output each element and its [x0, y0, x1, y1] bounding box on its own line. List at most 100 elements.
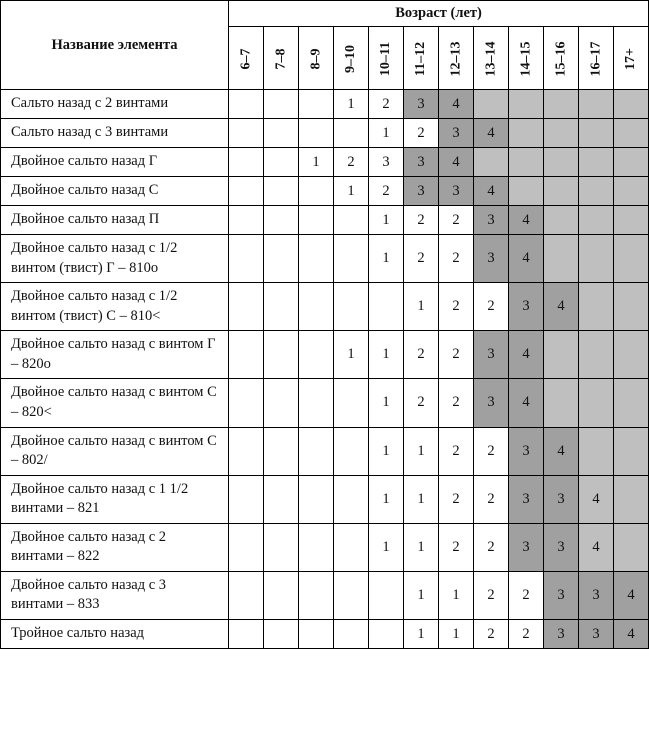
value-cell [544, 119, 579, 148]
value-cell [264, 177, 299, 206]
value-cell: 4 [474, 177, 509, 206]
value-cell: 1 [369, 427, 404, 475]
value-cell: 3 [474, 331, 509, 379]
element-name: Сальто назад с 3 винтами [1, 119, 229, 148]
value-cell: 4 [439, 90, 474, 119]
age-col-label: 14–15 [519, 41, 535, 76]
value-cell: 1 [334, 90, 369, 119]
value-cell [229, 379, 264, 427]
value-cell [229, 177, 264, 206]
value-cell [229, 475, 264, 523]
value-cell: 3 [369, 148, 404, 177]
value-cell [229, 331, 264, 379]
value-cell: 3 [544, 571, 579, 619]
table-row: Двойное сальто назад с 1/2 винтом (твист… [1, 235, 649, 283]
age-col-header: 6–7 [229, 27, 264, 90]
value-cell [474, 90, 509, 119]
value-cell [579, 177, 614, 206]
element-name: Двойное сальто назад С [1, 177, 229, 206]
value-cell [264, 427, 299, 475]
element-name: Двойное сальто назад с 3 винтами – 833 [1, 571, 229, 619]
value-cell [614, 235, 649, 283]
value-cell: 3 [579, 620, 614, 649]
element-name: Двойное сальто назад с винтом С – 820< [1, 379, 229, 427]
value-cell [229, 206, 264, 235]
element-name: Двойное сальто назад Г [1, 148, 229, 177]
value-cell: 1 [334, 331, 369, 379]
value-cell [299, 523, 334, 571]
value-cell [509, 90, 544, 119]
value-cell: 3 [509, 427, 544, 475]
value-cell [334, 427, 369, 475]
value-cell: 1 [369, 206, 404, 235]
value-cell [229, 283, 264, 331]
age-col-header: 9–10 [334, 27, 369, 90]
value-cell [369, 571, 404, 619]
value-cell: 1 [404, 283, 439, 331]
value-cell [369, 620, 404, 649]
age-col-label: 7–8 [273, 48, 289, 69]
value-cell [264, 475, 299, 523]
value-cell [544, 331, 579, 379]
value-cell: 2 [439, 475, 474, 523]
value-cell: 2 [404, 379, 439, 427]
value-cell: 1 [334, 177, 369, 206]
table-row: Двойное сальто назад П12234 [1, 206, 649, 235]
value-cell: 2 [334, 148, 369, 177]
age-col-label: 15–16 [554, 41, 570, 76]
table-row: Двойное сальто назад с винтом Г – 820о11… [1, 331, 649, 379]
value-cell [229, 523, 264, 571]
value-cell [579, 119, 614, 148]
value-cell: 1 [299, 148, 334, 177]
value-cell [299, 475, 334, 523]
value-cell: 1 [369, 523, 404, 571]
value-cell [299, 379, 334, 427]
value-cell: 3 [404, 90, 439, 119]
element-name: Двойное сальто назад с 1/2 винтом (твист… [1, 235, 229, 283]
element-name: Двойное сальто назад с винтом Г – 820о [1, 331, 229, 379]
value-cell: 2 [439, 235, 474, 283]
value-cell [264, 523, 299, 571]
age-col-label: 9–10 [343, 45, 359, 73]
value-cell [509, 148, 544, 177]
table-header: Название элемента Возраст (лет) 6–77–88–… [1, 1, 649, 90]
value-cell [229, 427, 264, 475]
value-cell [614, 475, 649, 523]
value-cell [579, 427, 614, 475]
value-cell [334, 523, 369, 571]
table-row: Сальто назад с 2 винтами1234 [1, 90, 649, 119]
value-cell: 2 [404, 331, 439, 379]
value-cell: 2 [474, 620, 509, 649]
table-row: Двойное сальто назад с винтом С – 820< 12… [1, 379, 649, 427]
table-row: Двойное сальто назад с винтом С – 802/11… [1, 427, 649, 475]
age-col-header: 13–14 [474, 27, 509, 90]
table-row: Тройное сальто назад1122334 [1, 620, 649, 649]
value-cell: 2 [404, 235, 439, 283]
value-cell [229, 571, 264, 619]
value-cell: 2 [369, 177, 404, 206]
value-cell: 3 [439, 177, 474, 206]
value-cell: 1 [439, 620, 474, 649]
value-cell [544, 379, 579, 427]
table-row: Сальто назад с 3 винтами1234 [1, 119, 649, 148]
age-col-label: 12–13 [449, 41, 465, 76]
value-cell: 2 [369, 90, 404, 119]
value-cell [299, 427, 334, 475]
value-cell [579, 90, 614, 119]
value-cell: 1 [404, 523, 439, 571]
value-cell: 1 [404, 571, 439, 619]
table-row: Двойное сальто назад с 1 1/2 винтами – 8… [1, 475, 649, 523]
value-cell [264, 379, 299, 427]
value-cell: 2 [439, 427, 474, 475]
value-cell: 1 [369, 475, 404, 523]
age-col-header: 14–15 [509, 27, 544, 90]
age-col-header: 12–13 [439, 27, 474, 90]
age-group-label: Возраст (лет) [229, 1, 649, 27]
value-cell: 1 [369, 379, 404, 427]
value-cell: 4 [439, 148, 474, 177]
value-cell [334, 119, 369, 148]
value-cell [334, 235, 369, 283]
value-cell [334, 620, 369, 649]
value-cell [229, 119, 264, 148]
value-cell: 4 [614, 571, 649, 619]
